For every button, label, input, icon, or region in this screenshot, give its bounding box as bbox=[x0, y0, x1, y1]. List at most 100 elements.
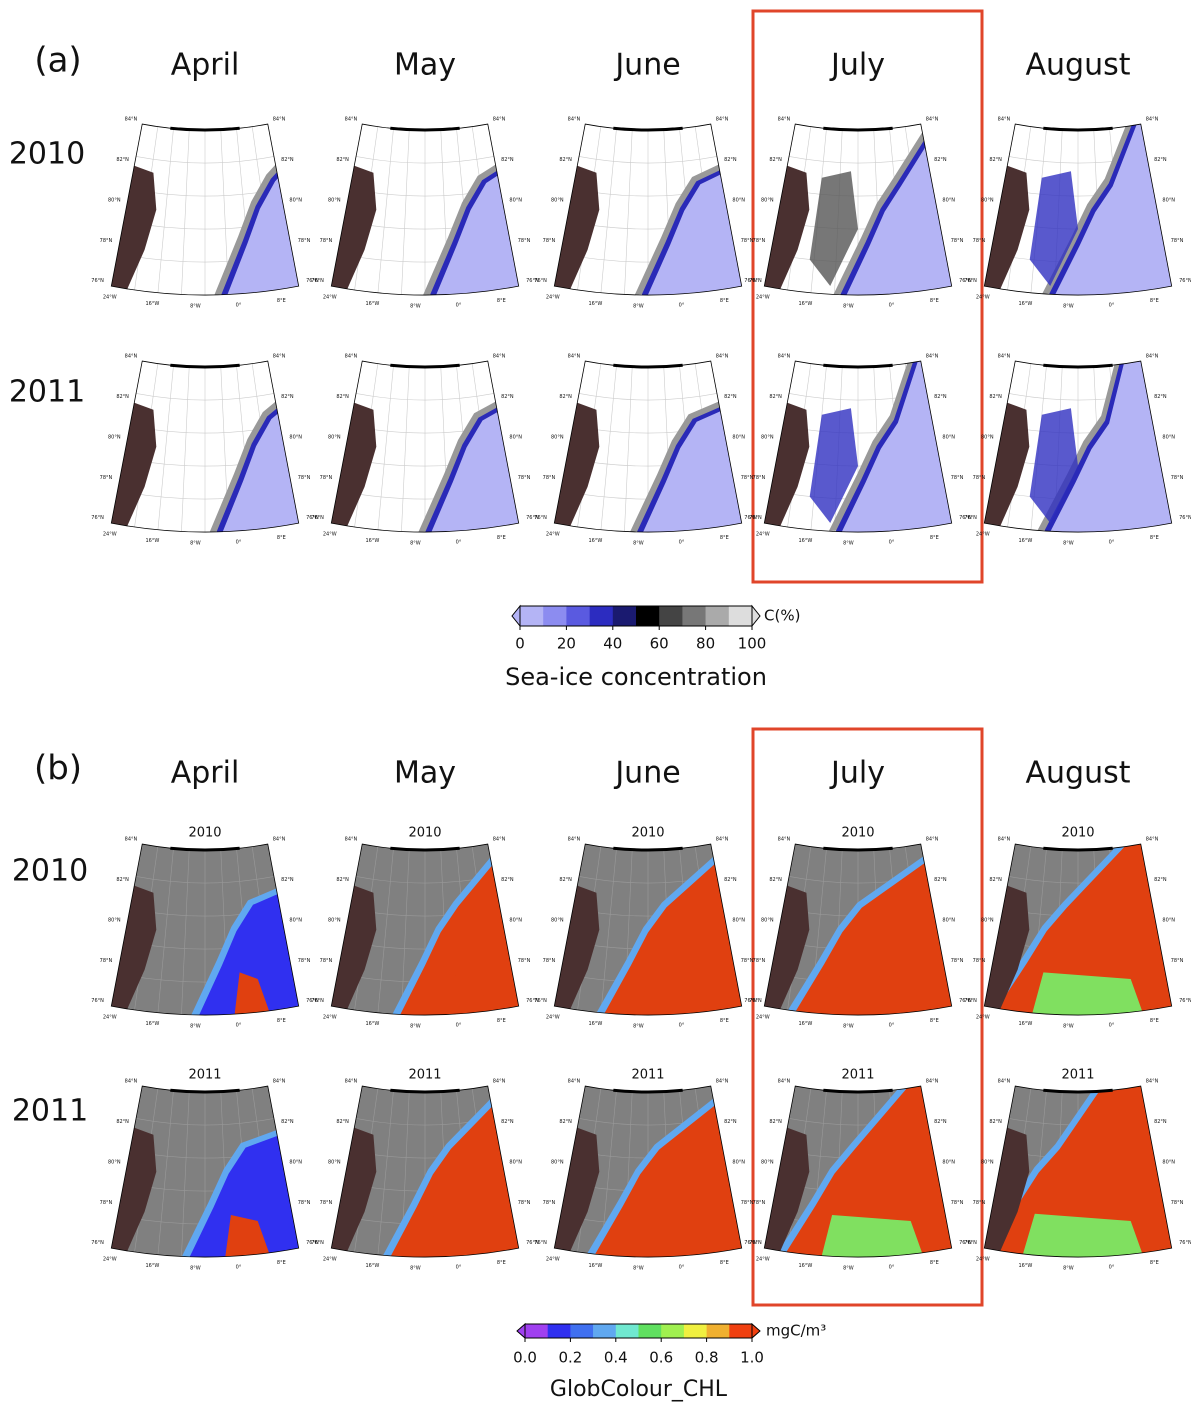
month-label: April bbox=[171, 48, 240, 83]
lon-label: 8°E bbox=[720, 1018, 729, 1024]
colorbar-swatch bbox=[661, 1324, 684, 1338]
lat-label: 80°N bbox=[108, 434, 121, 440]
lat-label: 78°N bbox=[543, 958, 556, 964]
map-frame bbox=[390, 1090, 459, 1092]
lat-label: 78°N bbox=[973, 238, 986, 244]
lon-label: 8°W bbox=[410, 304, 421, 310]
lon-label: 8°E bbox=[497, 298, 506, 304]
colorbar-end bbox=[752, 1324, 760, 1338]
lat-label: 84°N bbox=[1146, 1079, 1159, 1085]
lat-label: 80°N bbox=[509, 917, 522, 923]
colorbar-tick-label: 0.6 bbox=[649, 1349, 673, 1367]
colorbar-swatch bbox=[593, 1324, 616, 1338]
lon-label: 8°E bbox=[497, 1018, 506, 1024]
lat-label: 84°N bbox=[568, 117, 581, 123]
lat-label: 80°N bbox=[761, 1159, 774, 1165]
lat-label: 82°N bbox=[1154, 157, 1167, 163]
lat-label: 84°N bbox=[926, 117, 939, 123]
lon-label: 8°E bbox=[497, 535, 506, 541]
map-frame bbox=[390, 365, 459, 367]
lon-label: 8°E bbox=[930, 535, 939, 541]
lon-label: 24°W bbox=[546, 295, 560, 301]
lat-label: 84°N bbox=[345, 117, 358, 123]
lon-label: 24°W bbox=[976, 1257, 990, 1263]
colorbar-swatch bbox=[543, 606, 567, 626]
lat-label: 84°N bbox=[345, 837, 358, 843]
lat-label: 76°N bbox=[91, 515, 104, 521]
lon-label: 8°W bbox=[190, 541, 201, 547]
lat-label: 84°N bbox=[998, 354, 1011, 360]
map-title: 2010 bbox=[188, 826, 221, 841]
year-label: 2010 bbox=[12, 854, 88, 889]
lat-label: 78°N bbox=[973, 1200, 986, 1206]
lat-label: 82°N bbox=[559, 157, 572, 163]
lon-label: 8°E bbox=[930, 1018, 939, 1024]
lon-label: 0° bbox=[889, 1265, 895, 1271]
colorbar-tick-label: 60 bbox=[650, 635, 669, 653]
lat-label: 80°N bbox=[108, 197, 121, 203]
lat-label: 84°N bbox=[926, 837, 939, 843]
lat-label: 80°N bbox=[551, 1159, 564, 1165]
lat-label: 82°N bbox=[769, 157, 782, 163]
lon-label: 16°W bbox=[1018, 538, 1032, 544]
lat-label: 78°N bbox=[543, 238, 556, 244]
lat-label: 78°N bbox=[1171, 958, 1184, 964]
map bbox=[100, 361, 309, 540]
map-frame bbox=[170, 365, 239, 367]
lat-label: 78°N bbox=[518, 958, 531, 964]
colorbar-swatch bbox=[566, 606, 590, 626]
lat-label: 84°N bbox=[345, 1079, 358, 1085]
lon-label: 16°W bbox=[365, 1021, 379, 1027]
colorbar-swatch bbox=[707, 1324, 730, 1338]
lon-label: 8°E bbox=[277, 1260, 286, 1266]
lat-label: 82°N bbox=[989, 394, 1002, 400]
lon-label: 0° bbox=[1109, 540, 1115, 546]
lat-label: 80°N bbox=[732, 434, 745, 440]
lon-label: 0° bbox=[889, 1023, 895, 1029]
lon-label: 24°W bbox=[103, 1257, 117, 1263]
map-frame bbox=[390, 848, 459, 850]
lat-label: 76°N bbox=[1179, 1240, 1191, 1246]
lon-label: 24°W bbox=[546, 1257, 560, 1263]
colorbar-swatch bbox=[729, 1324, 752, 1338]
lon-label: 8°W bbox=[410, 541, 421, 547]
lat-label: 82°N bbox=[559, 877, 572, 883]
lon-label: 0° bbox=[1109, 303, 1115, 309]
lat-label: 84°N bbox=[716, 354, 729, 360]
lat-label: 78°N bbox=[753, 1200, 766, 1206]
lat-label: 78°N bbox=[320, 958, 333, 964]
lat-label: 80°N bbox=[981, 1159, 994, 1165]
lat-label: 82°N bbox=[501, 877, 514, 883]
lat-label: 80°N bbox=[551, 434, 564, 440]
lat-label: 84°N bbox=[926, 1079, 939, 1085]
map-frame bbox=[823, 365, 892, 367]
lat-label: 84°N bbox=[125, 117, 138, 123]
lon-label: 8°E bbox=[277, 535, 286, 541]
lat-label: 76°N bbox=[1179, 278, 1191, 284]
colorbar-swatch bbox=[525, 1324, 548, 1338]
lat-label: 80°N bbox=[551, 917, 564, 923]
lat-label: 80°N bbox=[1162, 197, 1175, 203]
year-label: 2010 bbox=[9, 137, 85, 172]
map bbox=[543, 844, 752, 1023]
lat-label: 78°N bbox=[100, 475, 113, 481]
lon-label: 8°W bbox=[190, 1024, 201, 1030]
colorbar-swatch bbox=[520, 606, 544, 626]
map-frame bbox=[613, 365, 682, 367]
colorbar-tick-label: 0.4 bbox=[604, 1349, 628, 1367]
lat-label: 80°N bbox=[328, 434, 341, 440]
lat-label: 84°N bbox=[778, 837, 791, 843]
lon-label: 8°E bbox=[1150, 1018, 1159, 1024]
map-title: 2011 bbox=[1061, 1068, 1094, 1083]
lat-label: 80°N bbox=[108, 917, 121, 923]
colorbar-end bbox=[517, 1324, 525, 1338]
lat-label: 82°N bbox=[934, 394, 947, 400]
lat-label: 82°N bbox=[501, 157, 514, 163]
lat-label: 80°N bbox=[551, 197, 564, 203]
lon-label: 24°W bbox=[323, 1015, 337, 1021]
lat-label: 84°N bbox=[998, 1079, 1011, 1085]
lat-label: 84°N bbox=[998, 117, 1011, 123]
lat-label: 78°N bbox=[973, 958, 986, 964]
lon-label: 16°W bbox=[798, 301, 812, 307]
lat-label: 78°N bbox=[951, 1200, 964, 1206]
